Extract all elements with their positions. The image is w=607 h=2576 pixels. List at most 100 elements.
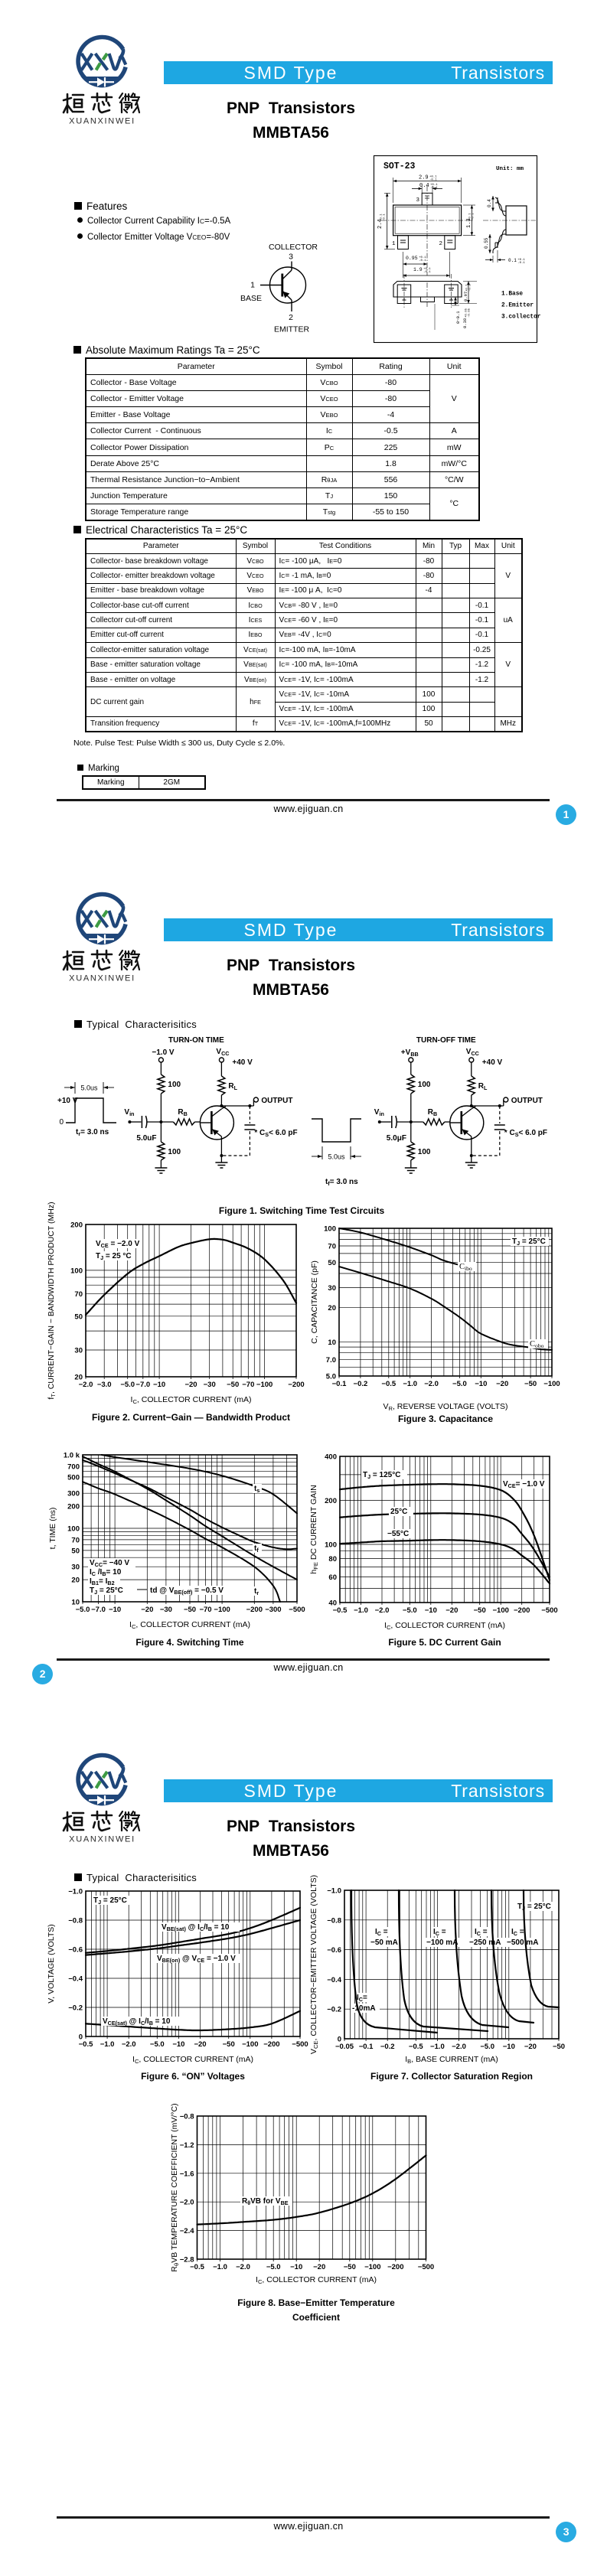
svg-text:−1.0: −1.0: [403, 1380, 417, 1388]
svg-text:−100: −100: [256, 1381, 272, 1389]
svg-text:Figure 5. DC Current Gain: Figure 5. DC Current Gain: [388, 1637, 501, 1648]
svg-text:0.55: 0.55: [484, 237, 489, 249]
svg-text:+0.1: +0.1: [466, 284, 469, 292]
svg-text:-0.1: -0.1: [472, 213, 475, 220]
svg-text:IC=: IC=: [357, 1994, 367, 2003]
svg-text:−0.5: −0.5: [381, 1380, 396, 1388]
svg-text:3: 3: [416, 197, 420, 204]
svg-text:−0.2: −0.2: [380, 2043, 395, 2051]
svg-text:RθVB for VBE: RθVB for VBE: [242, 2197, 289, 2206]
svg-text:−50: −50: [344, 2263, 356, 2271]
svg-text:−0.05: −0.05: [335, 2043, 354, 2051]
svg-text:0.95: 0.95: [406, 256, 418, 261]
svg-text:−0.4: −0.4: [327, 1976, 341, 1984]
svg-text:−500: −500: [418, 2263, 434, 2271]
svg-text:+VBB: +VBB: [401, 1048, 419, 1058]
svg-text:−10: −10: [172, 2040, 184, 2049]
svg-text:2.Emitter: 2.Emitter: [501, 303, 534, 309]
svg-text:RB: RB: [178, 1108, 187, 1117]
svg-text:SOT-23: SOT-23: [383, 161, 416, 171]
svg-text:IB, BASE CURRENT (mA): IB, BASE CURRENT (mA): [405, 2055, 498, 2065]
svg-text:td @ VBE(off) = −0.5 V: td @ VBE(off) = −0.5 V: [150, 1586, 224, 1596]
svg-text:−1.0: −1.0: [213, 2263, 227, 2271]
svg-text:−2.0: −2.0: [424, 1380, 439, 1388]
svg-text:60: 60: [328, 1573, 337, 1582]
svg-text:+0.05: +0.05: [465, 308, 468, 318]
svg-text:0: 0: [59, 1118, 64, 1127]
svg-text:C, CAPACITANCE (pF): C, CAPACITANCE (pF): [310, 1260, 319, 1344]
svg-text:−70: −70: [242, 1381, 254, 1389]
svg-text:−200: −200: [387, 2263, 403, 2271]
svg-text:TJ = 25°C: TJ = 25°C: [90, 1586, 123, 1596]
svg-text:VCC: VCC: [466, 1048, 479, 1057]
svg-text:Unit: mm: Unit: mm: [496, 166, 524, 172]
svg-text:−0.1: −0.1: [332, 1380, 347, 1388]
svg-text:0.38: 0.38: [462, 318, 468, 328]
svg-text:2.4: 2.4: [377, 219, 383, 229]
svg-text:3.collector: 3.collector: [501, 315, 541, 321]
svg-text:2.9: 2.9: [419, 175, 429, 181]
svg-text:20: 20: [74, 1374, 83, 1382]
svg-text:OUTPUT: OUTPUT: [261, 1097, 292, 1105]
svg-text:IC =: IC =: [433, 1928, 446, 1937]
svg-text:−2.0: −2.0: [180, 2199, 194, 2207]
svg-text:30: 30: [71, 1564, 80, 1572]
svg-text:−10: −10: [290, 2263, 302, 2271]
svg-text:IC /IB= 10: IC /IB= 10: [90, 1568, 122, 1577]
svg-text:−200: −200: [288, 1381, 304, 1389]
svg-text:−50: −50: [223, 2040, 235, 2049]
svg-text:50: 50: [328, 1259, 336, 1267]
svg-text:IC =: IC =: [511, 1928, 524, 1937]
svg-text:IC =: IC =: [375, 1928, 388, 1937]
svg-text:−3.0: −3.0: [97, 1381, 112, 1389]
svg-text:−250 mA: −250 mA: [469, 1939, 501, 1947]
svg-text:−5.0: −5.0: [120, 1381, 135, 1389]
svg-text:−1.0: −1.0: [100, 2040, 115, 2049]
svg-text:ts: ts: [254, 1485, 259, 1494]
svg-text:1.9: 1.9: [413, 267, 423, 272]
svg-text:RL: RL: [478, 1082, 488, 1091]
svg-text:−100: −100: [364, 2263, 380, 2271]
svg-text:−0.8: −0.8: [327, 1916, 341, 1925]
svg-text:−200: −200: [263, 2040, 279, 2049]
svg-text:−0.5: −0.5: [333, 1606, 348, 1615]
svg-text:70: 70: [74, 1290, 83, 1299]
svg-text:−1.6: −1.6: [180, 2170, 194, 2178]
svg-text:+0.1: +0.1: [380, 214, 383, 221]
svg-text:−2.0: −2.0: [236, 2263, 250, 2271]
svg-text:+0.1: +0.1: [469, 213, 472, 220]
svg-text:−50: −50: [524, 1380, 537, 1388]
svg-text:1.3: 1.3: [466, 218, 472, 228]
svg-text:Vin: Vin: [124, 1108, 134, 1117]
svg-text:−5.0: −5.0: [150, 2040, 165, 2049]
svg-text:IC, COLLECTOR CURRENT (mA): IC, COLLECTOR CURRENT (mA): [132, 2055, 253, 2065]
svg-text:0.4: 0.4: [419, 183, 429, 189]
svg-text:1: 1: [392, 241, 396, 247]
svg-text:500: 500: [67, 1473, 80, 1482]
svg-text:−20: −20: [496, 1380, 508, 1388]
svg-text:IC =: IC =: [475, 1928, 488, 1937]
svg-text:Cobo: Cobo: [530, 1340, 544, 1349]
svg-text:100: 100: [325, 1541, 337, 1550]
svg-text:1: 1: [250, 281, 255, 290]
svg-text:0.97: 0.97: [463, 292, 468, 302]
svg-text:−0.5: −0.5: [409, 2043, 423, 2051]
svg-text:+0.1: +0.1: [517, 259, 525, 262]
svg-text:VCE(sat) @ IC/IB = 10: VCE(sat) @ IC/IB = 10: [103, 2017, 171, 2027]
svg-text:TJ = 25°C: TJ = 25°C: [93, 1896, 127, 1906]
svg-text:1.Base: 1.Base: [501, 292, 523, 298]
svg-text:−0.5: −0.5: [190, 2263, 204, 2271]
svg-text:BASE: BASE: [240, 294, 262, 303]
svg-text:50: 50: [71, 1547, 80, 1555]
svg-text:−1.2: −1.2: [180, 2141, 194, 2150]
svg-text:-0.05: -0.05: [468, 308, 472, 318]
svg-text:COLLECTOR: COLLECTOR: [269, 243, 318, 252]
svg-text:Cibo: Cibo: [459, 1263, 472, 1272]
svg-text:2: 2: [289, 313, 293, 322]
svg-text:−55°C: −55°C: [387, 1530, 409, 1538]
svg-text:50: 50: [74, 1312, 83, 1321]
svg-text:−50: −50: [474, 1606, 486, 1615]
svg-text:−50: −50: [553, 2043, 565, 2051]
svg-text:−100 mA: −100 mA: [426, 1939, 458, 1947]
svg-text:Figure 3. Capacitance: Figure 3. Capacitance: [398, 1414, 493, 1424]
